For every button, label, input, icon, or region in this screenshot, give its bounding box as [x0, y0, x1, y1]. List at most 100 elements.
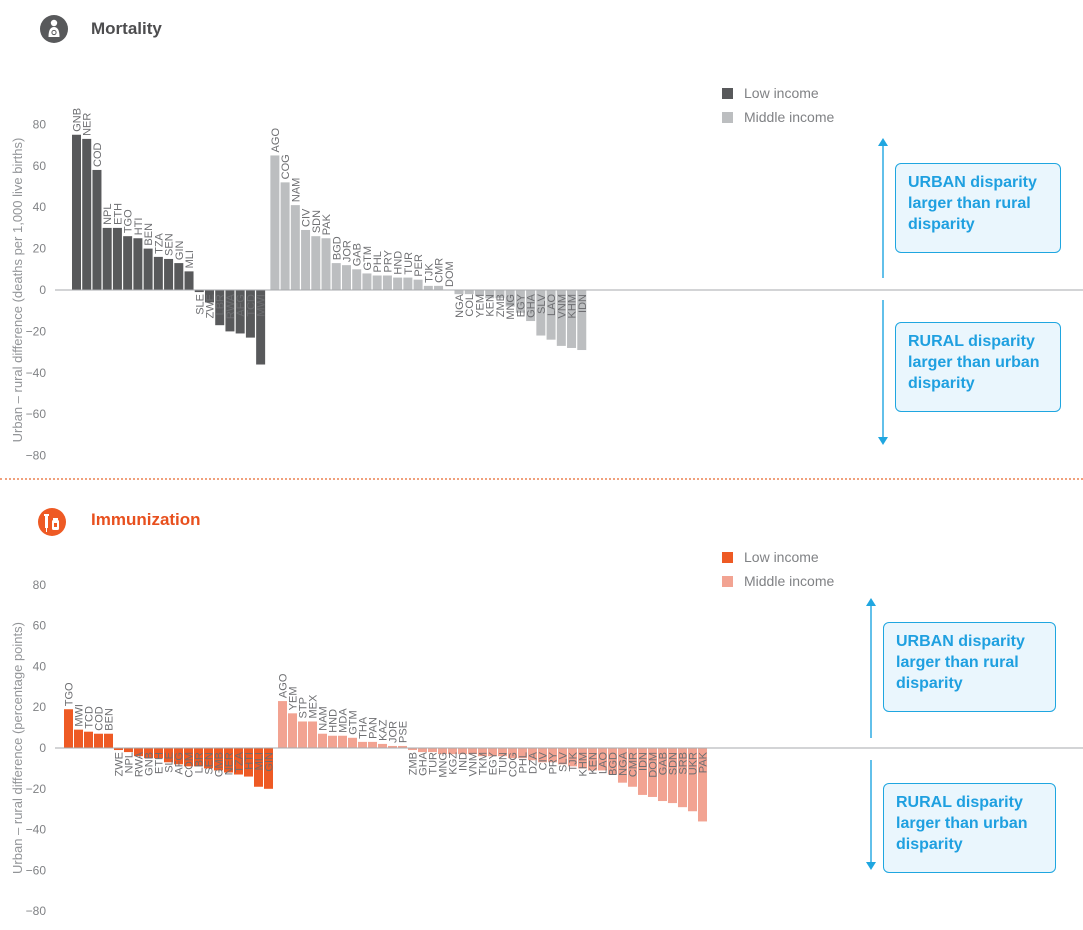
bar-jor: [388, 745, 397, 748]
y-tick-label: −80: [26, 904, 47, 918]
bar-label-sle: SLE: [194, 294, 206, 315]
bar-lbr: [194, 748, 203, 767]
bar-egy: [488, 748, 497, 757]
bar-label-ner: NER: [224, 752, 236, 775]
bar-mex: [308, 721, 317, 748]
bar-gnb: [144, 748, 153, 759]
y-tick-label: −60: [26, 863, 47, 877]
bar-gab: [352, 269, 362, 290]
bar-hti: [133, 238, 143, 290]
bar-npl: [124, 748, 133, 753]
bar-label-ben: BEN: [104, 708, 116, 731]
bar-tjk: [423, 285, 433, 290]
bar-label-gin: GIN: [174, 240, 186, 260]
bar-label-ind: IND: [458, 752, 470, 771]
bar-tkm: [478, 748, 487, 757]
bar-label-kaz: KAZ: [378, 719, 390, 741]
bar-label-ukr: UKR: [688, 752, 700, 775]
bar-pan: [368, 741, 377, 748]
bar-label-tun: TUN: [498, 752, 510, 775]
bar-label-phl: PHL: [518, 752, 530, 773]
bar-label-mda: MDA: [338, 708, 350, 733]
bar-label-lao: LAO: [546, 294, 558, 316]
bar-label-jor: JOR: [388, 721, 400, 743]
immunization-urban-callout: URBAN disparity larger than rural dispar…: [883, 622, 1056, 712]
bar-label-jor: JOR: [341, 240, 353, 262]
bar-yem: [288, 713, 297, 748]
legend-label-low: Low income: [744, 85, 819, 101]
bar-label-gtm: GTM: [348, 710, 360, 734]
bar-eth: [154, 748, 163, 759]
bar-label-ken: KEN: [485, 294, 497, 317]
bar-label-npl: NPL: [124, 752, 136, 773]
bar-cog: [508, 748, 517, 759]
bar-gmb: [214, 748, 223, 771]
bar-label-vnm: VNM: [468, 752, 480, 776]
bar-gha: [418, 748, 427, 753]
bar-label-phl: PHL: [372, 251, 384, 272]
bar-label-ago: AGO: [270, 128, 282, 153]
bar-ner: [224, 748, 233, 773]
bar-idn: [577, 290, 587, 351]
bar-srb: [678, 748, 687, 808]
bar-nga: [618, 748, 627, 783]
bar-label-pak: PAK: [321, 213, 333, 235]
bar-tur: [403, 277, 413, 290]
bar-label-srb: SRB: [678, 752, 690, 775]
y-tick-label: 40: [33, 200, 47, 214]
bar-label-cmr: CMR: [434, 258, 446, 283]
y-tick-label: 60: [33, 159, 47, 173]
y-tick-label: 0: [39, 283, 46, 297]
bar-cmr: [434, 285, 444, 290]
bar-stp: [298, 721, 307, 748]
bar-label-eth: ETH: [112, 203, 124, 225]
bar-sdn: [668, 748, 677, 804]
bar-slv: [558, 748, 567, 765]
bar-label-pry: PRY: [548, 751, 560, 774]
bar-label-com: COM: [184, 752, 196, 778]
bar-ukr: [688, 748, 697, 812]
y-tick-label: 20: [33, 242, 47, 256]
y-axis-label: Urban – rural difference (deaths per 1,0…: [10, 138, 25, 443]
bar-nam: [290, 205, 300, 290]
bar-label-zmb: ZMB: [408, 752, 420, 775]
bar-egy: [515, 290, 525, 313]
bar-label-per: PER: [413, 254, 425, 277]
bar-label-lao: LAO: [598, 752, 610, 774]
bar-label-nga: NGA: [618, 751, 630, 776]
bar-label-mex: MEX: [308, 694, 320, 719]
y-tick-label: −40: [26, 823, 47, 837]
bar-label-nga: NGA: [454, 293, 466, 318]
bar-tgo: [64, 709, 73, 748]
bar-label-tgo: TGO: [123, 209, 135, 233]
bar-label-tjk: TJK: [423, 263, 435, 283]
bar-label-civ: CIV: [301, 208, 313, 227]
y-tick-label: 0: [39, 741, 46, 755]
immunization-section-title: Immunization: [91, 510, 201, 529]
bar-label-nam: NAM: [318, 706, 330, 730]
bar-label-mli: MLI: [254, 752, 266, 770]
up-arrow-head: [866, 598, 876, 606]
mother-child-icon: [40, 15, 68, 43]
bar-label-tur: TUR: [403, 252, 415, 275]
bar-label-mwi: MWI: [74, 704, 86, 727]
bar-sle: [194, 290, 204, 293]
bar-label-khm: KHM: [578, 752, 590, 776]
bar-hnd: [328, 735, 337, 748]
bar-pry: [548, 748, 557, 763]
bar-label-mwi: MWI: [256, 294, 268, 317]
bar-lao: [598, 748, 607, 771]
bar-label-gha: GHA: [526, 293, 538, 318]
bar-label-gab: GAB: [352, 243, 364, 266]
bar-civ: [538, 748, 547, 763]
bar-label-sdn: SDN: [668, 752, 680, 775]
bar-label-mng: MNG: [505, 294, 517, 320]
mortality-section-title: Mortality: [91, 19, 162, 38]
bar-label-tza: TZA: [153, 232, 165, 253]
bar-mli: [254, 748, 263, 787]
bar-label-afg: AFG: [235, 294, 247, 317]
legend-swatch-low: [722, 88, 733, 99]
bar-zwe: [114, 748, 123, 751]
bar-label-tcd: TCD: [84, 706, 96, 729]
bar-label-tkm: TKM: [478, 752, 490, 775]
